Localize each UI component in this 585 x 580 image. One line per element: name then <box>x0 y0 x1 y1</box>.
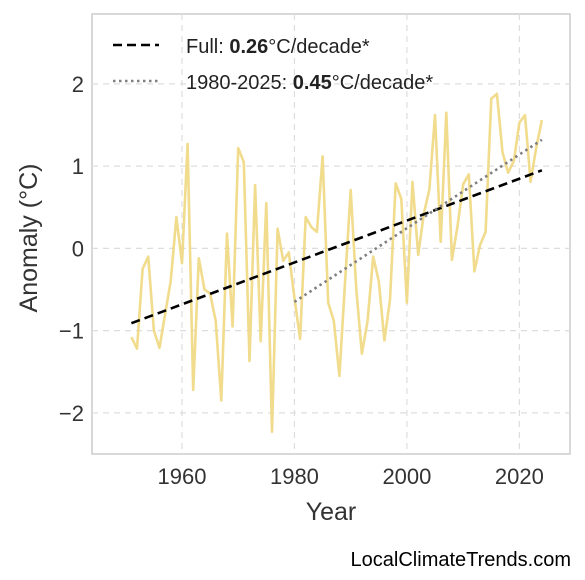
x-tick-label: 1960 <box>157 464 206 489</box>
legend-full-value: 0.26 <box>229 36 268 58</box>
x-tick-label: 2000 <box>382 464 431 489</box>
plot-frame <box>91 13 571 455</box>
y-tick-label: 0 <box>72 236 84 261</box>
y-axis-label: Anomaly (°C) <box>15 164 43 313</box>
x-tick-label: 1980 <box>270 464 319 489</box>
legend: Full: 0.26°C/decade* 1980-2025: 0.45°C/d… <box>113 36 433 94</box>
legend-full-prefix: Full: <box>186 36 229 58</box>
legend-recent-suffix: °C/decade* <box>332 72 434 94</box>
anomaly-line <box>130 92 544 434</box>
grid-lines <box>92 14 570 454</box>
y-tick-label: 2 <box>72 72 84 97</box>
legend-recent-prefix: 1980-2025: <box>186 72 293 94</box>
series-layer <box>130 92 544 434</box>
full-trend-line <box>130 169 543 325</box>
legend-entry-full: Full: 0.26°C/decade* <box>186 36 370 58</box>
y-tick-label: −1 <box>59 319 84 344</box>
y-tick-label: −2 <box>59 401 84 426</box>
y-tick-label: 1 <box>72 154 84 179</box>
x-axis-label: Year <box>306 498 357 526</box>
tick-labels: 1960 1980 2000 2020 −2 −1 0 1 2 <box>59 72 544 489</box>
x-tick-label: 2020 <box>495 464 544 489</box>
legend-recent-value: 0.45 <box>293 72 332 94</box>
legend-entry-recent: 1980-2025: 0.45°C/decade* <box>186 72 433 94</box>
legend-full-suffix: °C/decade* <box>268 36 370 58</box>
source-credit: LocalClimateTrends.com <box>350 549 571 571</box>
recent-trend-line <box>293 138 543 303</box>
